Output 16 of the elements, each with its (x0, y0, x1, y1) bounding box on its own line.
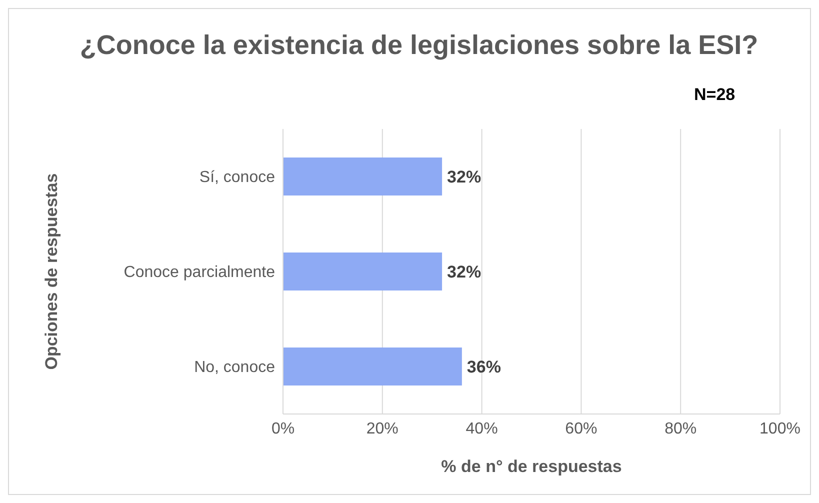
x-tick-label: 100% (760, 420, 800, 438)
y-tick-label: No, conoce (194, 359, 276, 376)
chart-title: ¿Conoce la existencia de legislaciones sobre la ESI? (78, 29, 760, 62)
x-tick-label: 0% (271, 420, 295, 438)
x-tick-label: 20% (366, 420, 398, 438)
data-label: 32% (447, 262, 482, 282)
y-tick-label: Conoce parcialmente (124, 264, 276, 282)
text: N=28 (694, 85, 736, 105)
data-label: 36% (466, 358, 501, 377)
x-tick-label: 80% (664, 420, 697, 438)
y-axis-title: Opciones de respuestas (42, 173, 62, 370)
x-tick-label: 60% (565, 420, 598, 438)
y-tick-label: Sí, conoce (199, 169, 276, 186)
x-tick-label: 40% (466, 420, 498, 438)
data-label: 32% (447, 168, 482, 187)
x-axis-title: % de n° de respuestas (441, 457, 622, 476)
